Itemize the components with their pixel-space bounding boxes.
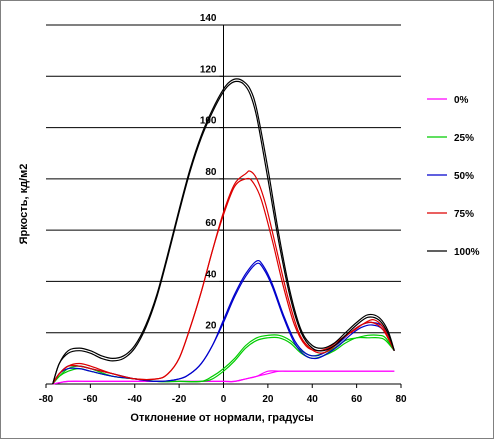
x-tick-label-0: -80: [39, 394, 54, 405]
x-tick-label-5: 20: [262, 394, 274, 405]
series-0-line-1: [52, 370, 395, 385]
x-tick-label-1: -60: [83, 394, 98, 405]
x-tick-label-8: 80: [395, 394, 407, 405]
legend-label-2: 50%: [454, 171, 474, 182]
x-tick-label-4: 0: [221, 394, 227, 405]
legend-label-0: 0%: [454, 95, 469, 106]
tick-labels: -80 -60 -40 -20 0 20 40 60 80 20 40 60 80 100 120 140: [39, 13, 407, 405]
y-tick-label-4: 100: [200, 116, 217, 127]
series-4-line-1: [52, 78, 395, 385]
x-tick-label-2: -40: [128, 394, 143, 405]
y-tick-label-1: 40: [205, 269, 217, 280]
legend-label-1: 25%: [454, 133, 474, 144]
series-1-line-1: [52, 334, 395, 385]
series-lines: [52, 78, 395, 385]
x-tick-label-6: 40: [307, 394, 319, 405]
series-4-line-0: [52, 80, 395, 385]
y-axis-label: Яркость, кд/м2: [18, 164, 30, 245]
legend: 0% 25% 50% 75% 100%: [427, 95, 480, 258]
y-tick-label-6: 140: [200, 13, 217, 24]
x-axis-label: Отклонение от нормали, градусы: [130, 412, 313, 424]
legend-label-3: 75%: [454, 209, 474, 220]
x-tick-label-7: 60: [351, 394, 363, 405]
y-tick-label-2: 60: [205, 218, 217, 229]
y-tick-label-3: 80: [205, 167, 217, 178]
x-tick-label-3: -20: [172, 394, 187, 405]
legend-label-4: 100%: [454, 247, 480, 258]
series-2-line-0: [52, 262, 395, 385]
y-tick-label-0: 20: [205, 321, 217, 332]
y-tick-label-5: 120: [200, 64, 217, 75]
